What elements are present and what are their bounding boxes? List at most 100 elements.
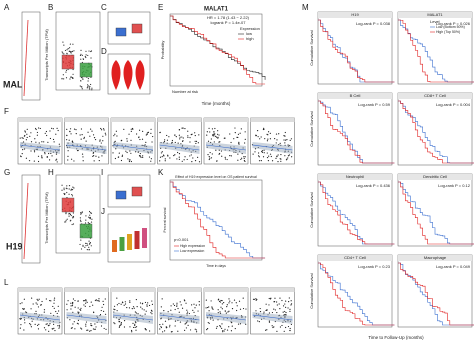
scatter-dot: [239, 323, 242, 325]
jitter-dot: [72, 77, 74, 79]
scatter-dot: [94, 299, 96, 302]
jitter-dot: [73, 187, 75, 189]
scatter-dot: [100, 127, 102, 130]
scatter-dot: [69, 130, 71, 132]
label: High expression: [180, 244, 205, 248]
box: [112, 240, 117, 252]
scatter-dot: [187, 136, 189, 139]
scatter-dot: [160, 306, 162, 308]
jitter-dot: [82, 245, 84, 247]
scatter-dot: [270, 155, 272, 158]
jitter-dot: [80, 49, 82, 51]
violin: [111, 60, 121, 90]
fit-line: [19, 144, 61, 151]
panel-frame: [21, 174, 41, 264]
scatter-dot: [226, 304, 228, 306]
strip: [157, 288, 202, 292]
scatter-dot: [181, 127, 183, 129]
scatter-dot: [195, 304, 197, 306]
scatter-dot: [120, 321, 123, 324]
scatter-dot: [174, 134, 176, 136]
scatter-dot: [277, 160, 279, 163]
jitter-dot: [86, 87, 88, 89]
scatter-dot: [268, 304, 270, 306]
scatter-dot: [81, 328, 83, 330]
scatter-dot: [214, 135, 216, 138]
panel-letter: L: [4, 278, 9, 287]
scatter-dot: [76, 322, 79, 324]
scatter-dot: [172, 303, 174, 305]
jitter-dot: [73, 50, 75, 52]
scatter-dot: [114, 133, 116, 135]
scatter-dot: [198, 134, 200, 136]
panel-frame: [203, 117, 249, 165]
scatter-dot: [207, 140, 210, 142]
scatter-dot: [237, 133, 240, 135]
scatter-dot: [121, 155, 123, 158]
jitter-dot: [80, 58, 82, 60]
scatter-dot: [22, 149, 24, 151]
scatter-dot: [95, 326, 97, 328]
scatter-dot: [98, 156, 100, 158]
scatter-dot: [258, 321, 260, 323]
scatter-dot: [133, 326, 135, 329]
jitter-dot: [91, 87, 93, 89]
box: [134, 231, 140, 249]
scatter-dot: [37, 299, 39, 302]
scatter-dot: [45, 323, 47, 325]
gene-label: MALAT1: [3, 79, 39, 89]
scatter-dot: [289, 310, 291, 312]
scatter-dot: [144, 328, 146, 330]
strip: [64, 288, 109, 292]
scatter-dot: [80, 128, 83, 130]
scatter-dot: [66, 303, 68, 305]
jitter-dot: [82, 244, 84, 246]
scatter-dot: [21, 302, 23, 304]
jitter-dot: [68, 185, 71, 187]
label: Level: [430, 19, 440, 24]
strip: [318, 93, 392, 99]
scatter-dot: [276, 156, 278, 158]
scatter-dot: [124, 301, 126, 303]
scatter-dot: [83, 137, 85, 140]
scatter-dot: [228, 326, 230, 328]
scatter-dot: [30, 326, 32, 328]
jitter-dot: [70, 214, 72, 217]
scatter-dot: [44, 153, 46, 155]
scatter-dot: [93, 155, 95, 157]
scatter-dot: [267, 131, 270, 133]
jitter-dot: [84, 222, 87, 224]
scatter-dot: [174, 308, 176, 311]
scatter-dot: [276, 330, 278, 332]
scatter-dot: [67, 159, 69, 161]
scatter-dot: [223, 330, 225, 332]
scatter-dot: [82, 160, 84, 162]
scatter-dot: [178, 156, 180, 158]
jitter-dot: [79, 243, 81, 246]
label: p<0.001: [174, 237, 189, 242]
scatter-dot: [272, 326, 274, 329]
scatter-dot: [280, 158, 282, 160]
scatter-dot: [114, 157, 117, 160]
scatter-dot: [141, 308, 143, 310]
scatter-dot: [49, 130, 51, 132]
scatter-dot: [48, 152, 50, 155]
scatter-dot: [207, 154, 209, 156]
scatter-dot: [36, 131, 39, 134]
scatter-dot: [177, 142, 179, 144]
label: Low (Bottom 50%): [436, 25, 465, 29]
scatter-dot: [67, 150, 69, 152]
scatter-dot: [77, 149, 79, 152]
scatter-dot: [40, 303, 42, 306]
label: Log-rank P = 0.12: [438, 183, 471, 188]
scatter-dot: [279, 308, 281, 310]
panel-letter: A: [4, 3, 10, 12]
scatter-dot: [100, 142, 102, 144]
scatter-dot: [93, 311, 95, 313]
scatter-dot: [231, 302, 233, 304]
scatter-dot: [73, 321, 75, 323]
scatter-dot: [84, 300, 86, 302]
scatter-dot: [101, 155, 103, 157]
scatter-dot: [185, 322, 187, 324]
scatter-dot: [55, 153, 58, 155]
